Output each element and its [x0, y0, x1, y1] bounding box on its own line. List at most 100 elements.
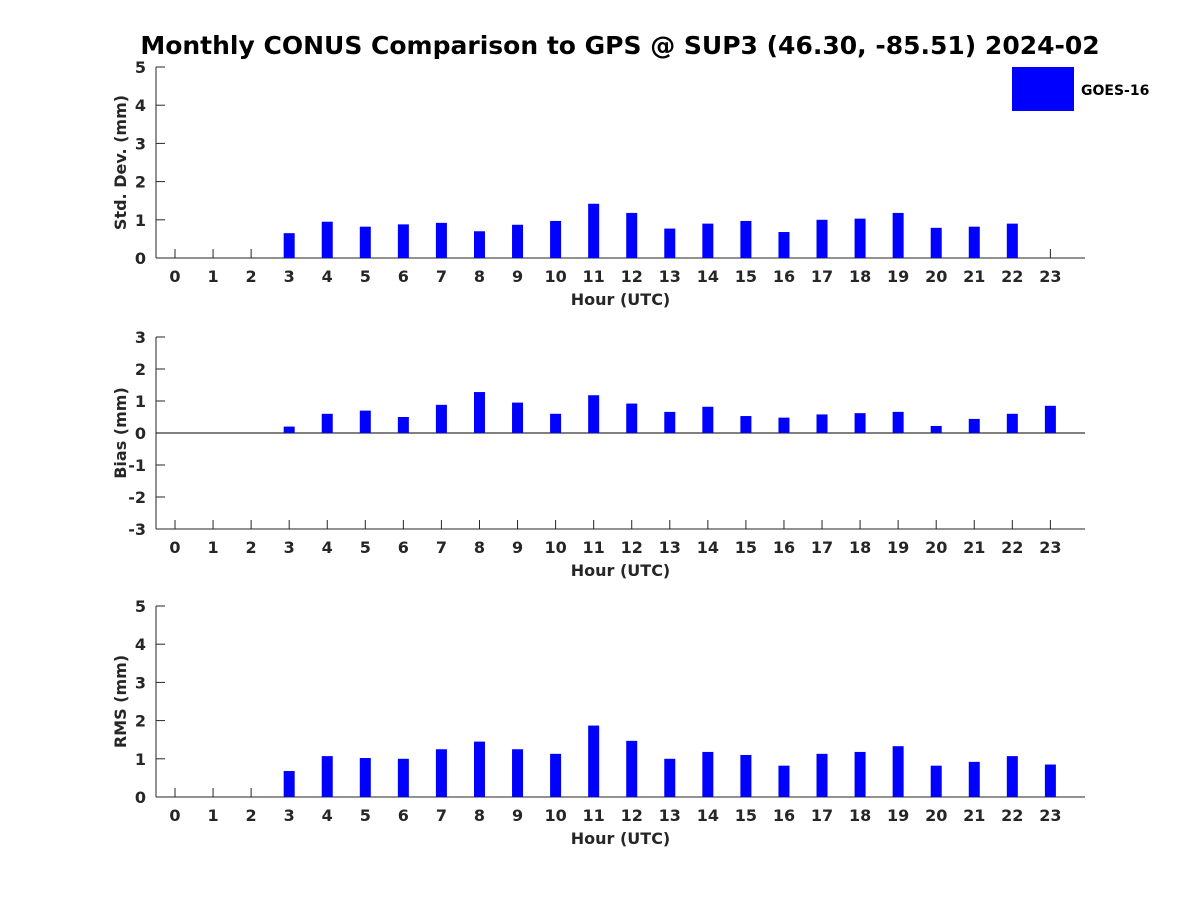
bar-rms-hour-13: [664, 758, 676, 797]
x-tick-label: 16: [773, 267, 795, 286]
bar-bias-hour-7: [435, 404, 447, 433]
bar-std-dev-hour-14: [702, 223, 714, 258]
x-tick-label: 19: [887, 267, 909, 286]
x-tick-label: 22: [1001, 267, 1023, 286]
x-tick-label: 6: [398, 267, 409, 286]
y-tick-label: 0: [135, 424, 146, 443]
x-tick-label: 5: [360, 806, 371, 825]
x-tick-label: 21: [963, 806, 985, 825]
x-tick-label: 3: [284, 806, 295, 825]
y-tick-label: 1: [135, 392, 146, 411]
bar-rms-hour-20: [930, 765, 942, 797]
bar-rms-hour-3: [283, 771, 295, 797]
x-tick-label: 1: [207, 538, 218, 557]
y-tick-label: 3: [135, 134, 146, 153]
bar-bias-hour-17: [816, 414, 828, 433]
bar-bias-hour-5: [359, 410, 371, 433]
x-tick-label: 1: [207, 806, 218, 825]
y-tick-label: 1: [135, 211, 146, 230]
x-tick-label: 17: [811, 267, 833, 286]
y-tick-label: 5: [135, 597, 146, 616]
bar-std-dev-hour-15: [740, 220, 752, 258]
y-tick-label: -3: [128, 520, 146, 539]
bar-std-dev-hour-11: [588, 203, 600, 258]
x-tick-label: 15: [735, 806, 757, 825]
bar-bias-hour-8: [473, 392, 485, 433]
x-tick-label: 22: [1001, 806, 1023, 825]
x-tick-label: 14: [697, 267, 719, 286]
x-tick-label: 3: [284, 538, 295, 557]
x-tick-label: 20: [925, 267, 947, 286]
y-tick-label: -2: [128, 488, 146, 507]
y-tick-label: 1: [135, 750, 146, 769]
x-tick-label: 9: [512, 267, 523, 286]
legend-label: GOES-16: [1081, 83, 1149, 99]
x-tick-label: 11: [583, 806, 605, 825]
x-tick-label: 11: [583, 267, 605, 286]
legend-swatch-goes-16: [1012, 67, 1074, 111]
x-tick-label: 13: [659, 538, 681, 557]
y-axis-label: Std. Dev. (mm): [111, 95, 130, 230]
bar-rms-hour-18: [854, 751, 866, 797]
bar-std-dev-hour-5: [359, 226, 371, 258]
y-tick-label: 3: [135, 328, 146, 347]
x-tick-label: 18: [849, 267, 871, 286]
x-tick-label: 10: [544, 267, 566, 286]
x-tick-label: 3: [284, 267, 295, 286]
y-tick-label: 2: [135, 712, 146, 731]
bar-std-dev-hour-22: [1006, 223, 1018, 258]
bar-bias-hour-19: [892, 411, 904, 433]
x-tick-label: 0: [169, 267, 180, 286]
x-tick-label: 5: [360, 267, 371, 286]
bar-std-dev-hour-12: [626, 212, 638, 258]
x-tick-label: 18: [849, 806, 871, 825]
x-tick-label: 0: [169, 538, 180, 557]
x-tick-label: 6: [398, 538, 409, 557]
bar-std-dev-hour-16: [778, 232, 790, 258]
bar-bias-hour-23: [1044, 405, 1056, 433]
x-tick-label: 2: [246, 538, 257, 557]
x-tick-label: 23: [1039, 538, 1061, 557]
y-tick-label: 3: [135, 673, 146, 692]
bar-bias-hour-13: [664, 411, 676, 433]
bar-rms-hour-14: [702, 751, 714, 797]
bar-bias-hour-3: [283, 426, 295, 433]
bar-bias-hour-10: [550, 413, 562, 433]
bar-bias-hour-12: [626, 403, 638, 433]
y-tick-label: 0: [135, 249, 146, 268]
bar-std-dev-hour-3: [283, 233, 295, 258]
x-tick-label: 10: [544, 538, 566, 557]
x-tick-label: 5: [360, 538, 371, 557]
x-tick-label: 13: [659, 806, 681, 825]
x-tick-label: 1: [207, 267, 218, 286]
y-tick-label: 5: [135, 58, 146, 77]
x-tick-label: 8: [474, 538, 485, 557]
bar-std-dev-hour-20: [930, 227, 942, 258]
x-tick-label: 23: [1039, 267, 1061, 286]
chart-title: Monthly CONUS Comparison to GPS @ SUP3 (…: [140, 31, 1099, 60]
bar-std-dev-hour-7: [435, 222, 447, 258]
x-tick-label: 14: [697, 538, 719, 557]
bar-rms-hour-5: [359, 758, 371, 797]
x-tick-label: 4: [322, 806, 333, 825]
bar-rms-hour-4: [321, 756, 333, 797]
x-tick-label: 10: [544, 806, 566, 825]
bar-bias-hour-20: [930, 425, 942, 433]
x-axis-label: Hour (UTC): [571, 290, 671, 309]
x-tick-label: 8: [474, 806, 485, 825]
y-tick-label: 0: [135, 788, 146, 807]
y-tick-label: 4: [135, 635, 146, 654]
x-tick-label: 20: [925, 806, 947, 825]
x-tick-label: 9: [512, 538, 523, 557]
x-tick-label: 12: [621, 267, 643, 286]
y-axis-label: Bias (mm): [111, 387, 130, 479]
bar-std-dev-hour-4: [321, 221, 333, 258]
x-tick-label: 17: [811, 538, 833, 557]
y-tick-label: 4: [135, 96, 146, 115]
x-tick-label: 21: [963, 538, 985, 557]
bar-rms-hour-9: [512, 749, 524, 797]
legend: GOES-16: [1012, 67, 1149, 111]
bar-std-dev-hour-19: [892, 212, 904, 258]
bar-rms-hour-15: [740, 754, 752, 797]
